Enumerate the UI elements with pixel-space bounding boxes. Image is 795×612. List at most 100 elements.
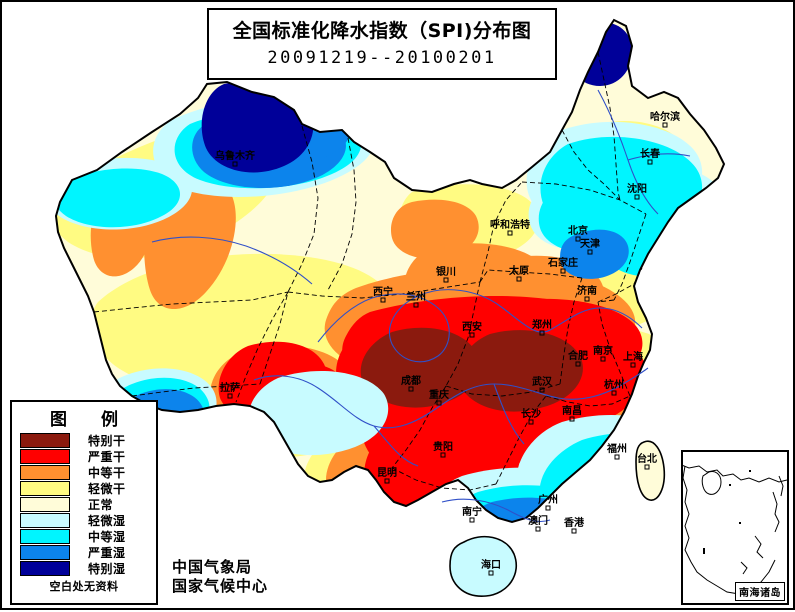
city-marker: 太原 bbox=[508, 264, 529, 282]
legend-item-label: 中等干 bbox=[88, 465, 126, 480]
city-label: 广州 bbox=[538, 493, 558, 506]
city-label: 石家庄 bbox=[547, 256, 578, 269]
title-period: 20091219--20100201 bbox=[267, 47, 497, 68]
legend-note: 空白处无资料 bbox=[49, 580, 119, 593]
city-dot-icon bbox=[614, 454, 620, 460]
city-marker: 呼和浩特 bbox=[490, 218, 530, 236]
city-label: 西宁 bbox=[373, 285, 393, 298]
city-dot-icon bbox=[539, 387, 545, 393]
city-dot-icon bbox=[232, 161, 238, 167]
city-marker: 济南 bbox=[577, 284, 597, 302]
city-marker: 沈阳 bbox=[627, 182, 647, 200]
city-marker: 重庆 bbox=[429, 388, 449, 406]
city-dot-icon bbox=[384, 478, 390, 484]
city-marker: 哈尔滨 bbox=[650, 110, 680, 128]
legend-item-label: 严重干 bbox=[88, 449, 126, 464]
legend-panel: 图 例 特别干 严重干 中等干 轻微干 正常 轻微湿 中等湿 严重湿 特别湿 空白处无资料 bbox=[10, 400, 158, 605]
city-marker: 乌鲁木齐 bbox=[215, 149, 256, 167]
city-dot-icon bbox=[587, 249, 593, 255]
city-dot-icon bbox=[575, 236, 581, 242]
legend-item: 特别湿 bbox=[20, 560, 156, 576]
city-dot-icon bbox=[436, 400, 442, 406]
legend-item-label: 正常 bbox=[88, 497, 114, 512]
inset-label: 南海诸岛 bbox=[735, 582, 785, 601]
legend-rows: 特别干 严重干 中等干 轻微干 正常 轻微湿 中等湿 严重湿 特别湿 bbox=[12, 432, 156, 576]
spi-class-extreme-dry bbox=[360, 327, 583, 412]
credit-agency: 中国气象局 bbox=[172, 558, 253, 576]
city-marker: 成都 bbox=[401, 374, 421, 392]
city-dot-icon bbox=[507, 230, 513, 236]
city-dot-icon bbox=[528, 419, 534, 425]
city-marker: 香港 bbox=[564, 516, 585, 534]
hainan-island bbox=[449, 535, 518, 597]
city-dot-icon bbox=[611, 390, 617, 396]
city-dot-icon bbox=[569, 416, 575, 422]
city-marker: 南昌 bbox=[562, 404, 582, 422]
city-dot-icon bbox=[571, 528, 577, 534]
legend-swatch bbox=[20, 432, 70, 448]
legend-swatch bbox=[20, 512, 70, 528]
city-marker: 拉萨 bbox=[220, 381, 240, 399]
city-label: 乌鲁木齐 bbox=[215, 149, 256, 162]
city-dot-icon bbox=[408, 386, 414, 392]
city-marker: 南京 bbox=[593, 344, 613, 362]
city-marker: 海口 bbox=[481, 558, 501, 576]
legend-swatch bbox=[20, 448, 70, 464]
city-dot-icon bbox=[380, 297, 386, 303]
city-label: 海口 bbox=[481, 558, 501, 571]
city-dot-icon bbox=[535, 526, 541, 532]
city-label: 重庆 bbox=[429, 388, 449, 401]
legend-item: 严重湿 bbox=[20, 544, 156, 560]
city-marker: 上海 bbox=[623, 350, 643, 368]
legend-item-label: 特别湿 bbox=[88, 561, 126, 576]
river-network bbox=[151, 89, 691, 523]
legend-swatch bbox=[20, 560, 70, 576]
inset-map bbox=[683, 465, 787, 595]
south-china-sea-inset: 南海诸岛 bbox=[681, 450, 789, 605]
city-marker: 台北 bbox=[637, 452, 657, 470]
city-dot-icon bbox=[516, 276, 522, 282]
city-label: 天津 bbox=[580, 237, 600, 250]
city-dot-icon bbox=[227, 393, 233, 399]
city-label: 合肥 bbox=[567, 349, 588, 362]
city-label: 香港 bbox=[564, 516, 585, 529]
credits-block: 中国气象局 国家气候中心 bbox=[172, 558, 268, 596]
city-label: 沈阳 bbox=[627, 182, 647, 195]
city-label: 哈尔滨 bbox=[650, 110, 680, 123]
city-dot-icon bbox=[440, 452, 446, 458]
legend-swatch bbox=[20, 528, 70, 544]
page-title: 全国标准化降水指数（SPI)分布图 bbox=[232, 20, 532, 43]
city-dot-icon bbox=[600, 356, 606, 362]
city-label: 南京 bbox=[593, 344, 613, 357]
city-label: 呼和浩特 bbox=[490, 218, 530, 231]
city-marker: 昆明 bbox=[377, 467, 397, 484]
city-marker: 广州 bbox=[538, 493, 558, 511]
legend-item: 轻微湿 bbox=[20, 512, 156, 528]
legend-item-label: 轻微干 bbox=[88, 481, 126, 496]
city-marker: 长春 bbox=[640, 147, 660, 165]
city-marker: 郑州 bbox=[532, 318, 552, 336]
city-marker: 澳门 bbox=[528, 514, 548, 532]
city-marker: 西宁 bbox=[373, 285, 393, 303]
credit-center: 国家气候中心 bbox=[172, 576, 269, 595]
city-label: 杭州 bbox=[604, 378, 624, 391]
city-label: 长沙 bbox=[521, 407, 541, 420]
city-dot-icon bbox=[634, 194, 640, 200]
legend-swatch bbox=[20, 544, 70, 560]
city-label: 郑州 bbox=[532, 318, 552, 331]
city-dot-icon bbox=[469, 332, 475, 338]
city-label: 贵阳 bbox=[433, 440, 453, 453]
china-national-boundary bbox=[54, 18, 726, 524]
city-dot-icon bbox=[413, 302, 419, 308]
city-label: 澳门 bbox=[528, 514, 548, 527]
city-marker: 杭州 bbox=[604, 378, 624, 396]
city-dot-icon bbox=[469, 517, 475, 523]
city-label: 兰州 bbox=[406, 290, 426, 303]
city-marker: 石家庄 bbox=[547, 256, 578, 274]
city-dot-icon bbox=[545, 505, 551, 511]
city-dot-icon bbox=[644, 464, 650, 470]
city-label: 南宁 bbox=[462, 505, 482, 518]
city-dot-icon bbox=[443, 277, 449, 283]
legend-swatch bbox=[20, 480, 70, 496]
